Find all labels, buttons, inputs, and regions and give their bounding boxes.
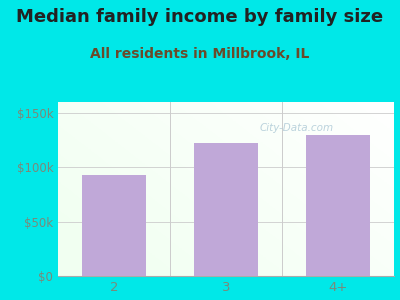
Bar bbox=[306, 135, 370, 276]
Text: Median family income by family size: Median family income by family size bbox=[16, 8, 384, 26]
Text: All residents in Millbrook, IL: All residents in Millbrook, IL bbox=[90, 46, 310, 61]
Bar bbox=[82, 175, 146, 276]
Bar bbox=[194, 143, 258, 276]
Text: City-Data.com: City-Data.com bbox=[260, 123, 334, 133]
